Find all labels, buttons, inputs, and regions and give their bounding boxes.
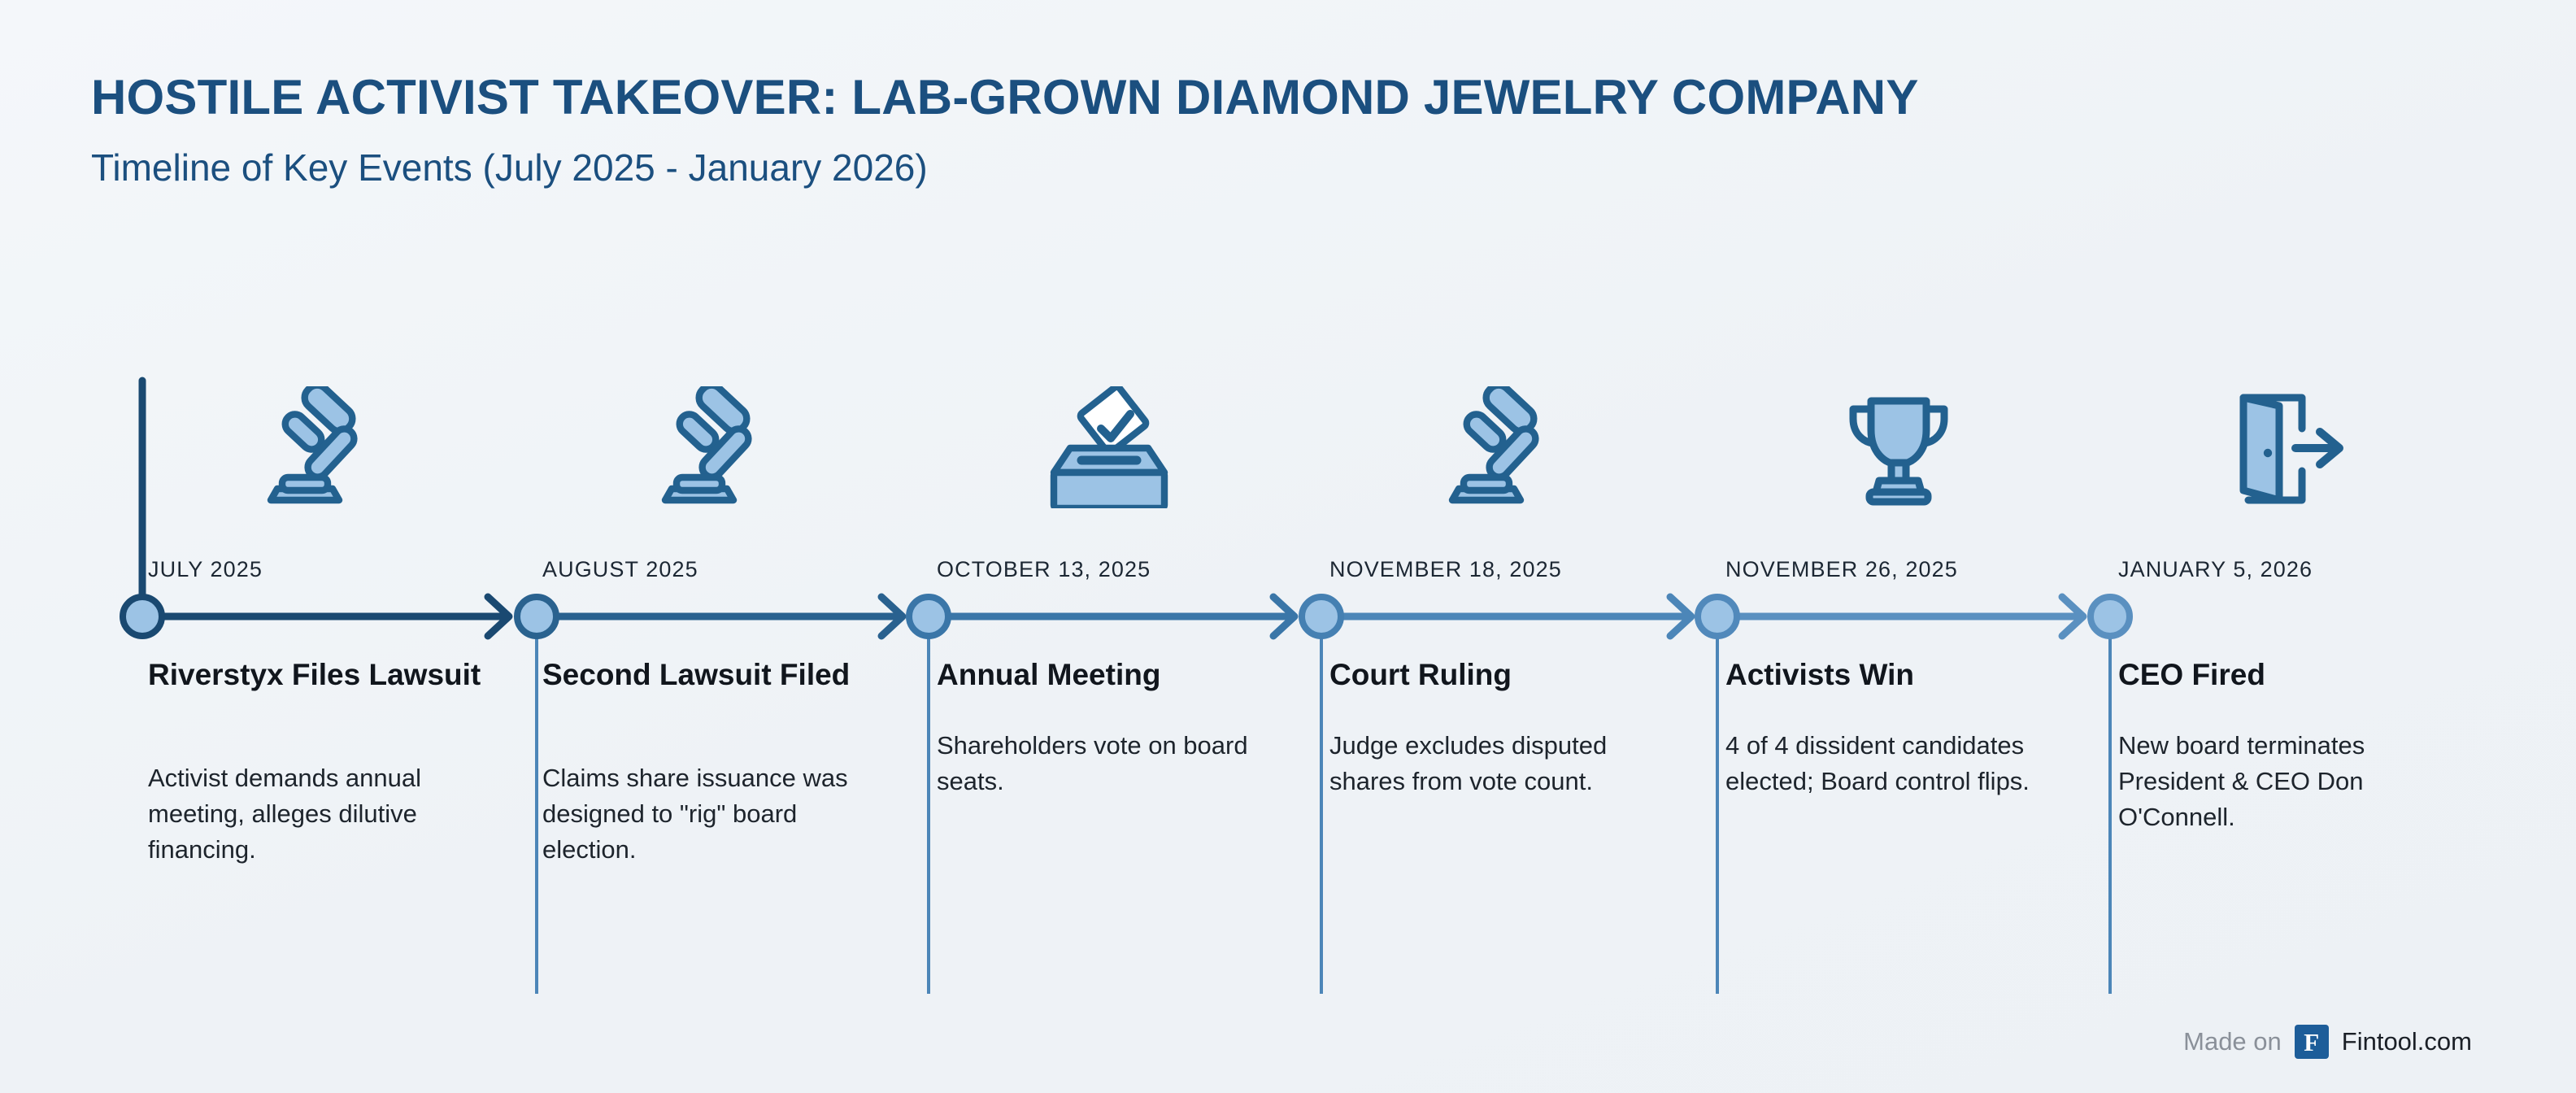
event-heading: CEO Fired [2118,658,2265,691]
event-heading: Annual Meeting [937,658,1161,691]
header: HOSTILE ACTIVIST TAKEOVER: LAB-GROWN DIA… [91,70,2287,190]
event-date: JULY 2025 [148,557,263,581]
event-date: JANUARY 5, 2026 [2118,557,2313,581]
event-date: NOVEMBER 18, 2025 [1329,557,1562,581]
event-body: Claims share issuance was designed to "r… [542,764,848,864]
event-heading: Activists Win [1725,658,1914,691]
gavel-icon [520,370,911,525]
timeline-node-3[interactable] [906,594,951,639]
event-date: AUGUST 2025 [542,557,698,581]
event-date: NOVEMBER 26, 2025 [1725,557,1958,581]
event-body: 4 of 4 dissident candidates elected; Boa… [1725,731,2030,796]
timeline-node-5[interactable] [1695,594,1740,639]
trophy-icon [1704,370,2094,525]
timeline-node-2[interactable] [514,594,559,639]
exit-door-icon [2096,370,2487,525]
made-on-label: Made on [2183,1027,2282,1056]
page-title: HOSTILE ACTIVIST TAKEOVER: LAB-GROWN DIA… [91,70,1919,124]
event-date: OCTOBER 13, 2025 [937,557,1151,581]
gavel-icon [1308,370,1698,525]
fintool-brand-label: Fintool.com [2341,1027,2472,1056]
timeline-arrow-1 [484,593,513,640]
timeline-arrow-2 [877,593,907,640]
fintool-logo-icon: F [2294,1025,2329,1059]
event-heading: Second Lawsuit Filed [542,658,851,691]
page-subtitle: Timeline of Key Events (July 2025 - Janu… [91,146,928,189]
timeline-node-6[interactable] [2087,594,2133,639]
ballot-box-icon [915,370,1305,525]
event-body: Shareholders vote on board seats. [937,731,1248,796]
event-body: Activist demands annual meeting, alleges… [148,764,422,864]
timeline-node-4[interactable] [1299,594,1344,639]
event-body: Judge excludes disputed shares from vote… [1329,731,1608,796]
footer-attribution: Made on F Fintool.com [2183,1025,2472,1059]
timeline-arrow-4 [1666,593,1695,640]
event-heading: Court Ruling [1329,658,1512,691]
event-heading: Riverstyx Files Lawsuit [148,658,481,691]
timeline-node-1[interactable] [120,594,165,639]
timeline-arrow-5 [2058,593,2087,640]
timeline-arrow-3 [1269,593,1299,640]
gavel-icon [126,370,516,525]
event-body: New board terminates President & CEO Don… [2118,731,2365,832]
